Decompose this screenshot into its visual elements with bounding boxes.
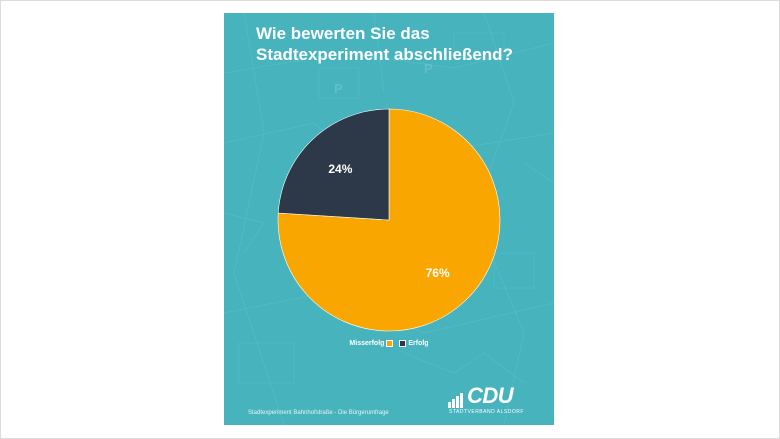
survey-card: P P Wie bewerten Sie das Stadtexperiment… [224, 13, 554, 425]
chart-title: Wie bewerten Sie das Stadtexperiment abs… [256, 23, 536, 65]
svg-text:P: P [424, 61, 433, 76]
legend-label-erfolg: Erfolg [408, 340, 429, 347]
chart-legend: Misserfolg Erfolg [224, 339, 554, 348]
legend-swatch-erfolg [399, 339, 407, 347]
legend-item-erfolg: Erfolg [397, 339, 429, 348]
logo-subline: STADTVERBAND ALSDORF [449, 409, 524, 415]
street-map-background: P P [224, 13, 554, 425]
data-label-erfolg: 24% [328, 162, 352, 176]
logo-stripes-icon [448, 393, 463, 408]
pie-chart: 76% 24% [277, 108, 501, 332]
svg-text:P: P [334, 81, 343, 96]
footer-caption: Stadtexperiment Bahnhofstraße - Die Bürg… [248, 410, 389, 416]
legend-label-misserfolg: Misserfolg [349, 340, 385, 347]
legend-swatch-misserfolg [386, 339, 394, 347]
title-line-1: Wie bewerten Sie das [256, 24, 430, 43]
legend-item-misserfolg: Misserfolg [349, 339, 394, 348]
cdu-logo: CDU STADTVERBAND ALSDORF [448, 384, 544, 420]
data-label-misserfolg: 76% [426, 266, 450, 280]
logo-wordmark: CDU [467, 383, 514, 408]
pie-slice-erfolg [277, 108, 390, 221]
title-line-2: Stadtexperiment abschließend? [256, 45, 513, 64]
